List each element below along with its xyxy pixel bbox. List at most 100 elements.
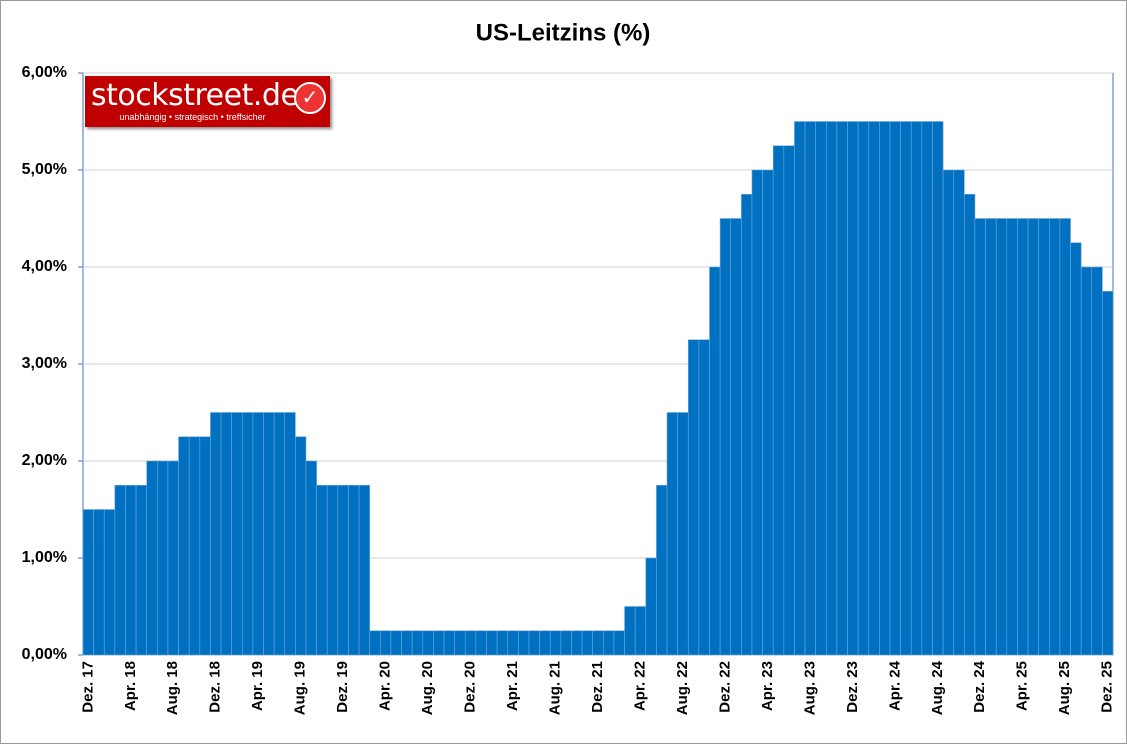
bar — [273, 412, 286, 656]
bar — [528, 630, 540, 656]
bar — [93, 509, 105, 656]
bar — [263, 412, 275, 656]
bar — [932, 121, 944, 656]
bar — [847, 121, 859, 656]
bar — [114, 484, 126, 656]
bar — [910, 121, 923, 656]
bar — [581, 630, 593, 656]
bar — [401, 630, 413, 656]
logo-check: ✓ — [294, 82, 326, 114]
x-tick-label: Dez. 25 — [1099, 661, 1116, 713]
bar — [443, 630, 455, 656]
bar — [953, 169, 965, 656]
x-tick-label: Aug. 21 — [546, 661, 563, 715]
bar — [560, 630, 572, 656]
x-tick-label: Apr. 21 — [504, 661, 521, 711]
bar — [220, 412, 232, 656]
bar — [454, 630, 466, 656]
bar — [433, 630, 445, 656]
bar — [1080, 266, 1093, 656]
bar — [645, 557, 657, 656]
bar — [815, 121, 827, 656]
logo: stockstreet.de ✓ unabhängig • strategisc… — [85, 76, 330, 127]
bar — [857, 121, 870, 656]
bar — [507, 630, 519, 656]
bar — [974, 218, 986, 656]
bar — [656, 484, 668, 656]
bar — [1048, 218, 1061, 656]
bar — [337, 484, 349, 656]
bar — [210, 412, 222, 656]
bar — [985, 218, 997, 656]
y-tick-label: 2,00% — [22, 452, 67, 469]
bar — [741, 193, 753, 656]
y-tick-label: 0,00% — [22, 646, 67, 663]
x-tick-label: Dez. 18 — [207, 661, 224, 713]
y-tick-label: 6,00% — [22, 64, 67, 81]
x-tick-label: Dez. 24 — [971, 660, 988, 712]
logo-name: stockstreet.de — [91, 78, 299, 113]
bar — [794, 121, 806, 656]
x-tick-label: Apr. 20 — [377, 661, 394, 711]
bar — [709, 266, 721, 656]
y-tick-label: 5,00% — [22, 161, 67, 178]
bar — [496, 630, 509, 656]
bar — [1017, 218, 1029, 656]
bar — [188, 436, 201, 656]
x-tick-label: Apr. 24 — [886, 660, 903, 711]
x-tick-label: Aug. 24 — [929, 660, 946, 715]
bar — [135, 484, 148, 656]
bar — [751, 169, 763, 656]
bar — [295, 436, 307, 656]
bar — [719, 218, 732, 656]
x-tick-label: Dez. 17 — [79, 661, 96, 713]
x-tick-label: Dez. 23 — [844, 661, 861, 713]
bar — [146, 460, 158, 656]
bar — [762, 169, 774, 656]
bar — [836, 121, 848, 656]
bar — [995, 218, 1008, 656]
bar — [964, 193, 976, 656]
bar — [1070, 242, 1082, 656]
bar — [783, 145, 795, 656]
bar — [1091, 266, 1103, 656]
x-tick-label: Dez. 20 — [462, 661, 479, 713]
bar — [464, 630, 477, 656]
bar — [825, 121, 838, 656]
bar — [369, 630, 381, 656]
x-tick-label: Aug. 23 — [801, 661, 818, 715]
bar — [125, 484, 137, 656]
y-tick-label: 4,00% — [22, 258, 67, 275]
bar — [1038, 218, 1050, 656]
bar — [316, 484, 328, 656]
bar — [390, 630, 402, 656]
x-tick-label: Apr. 19 — [249, 661, 266, 711]
x-tick-label: Aug. 25 — [1056, 661, 1073, 715]
bar — [772, 145, 785, 656]
bar — [677, 412, 689, 656]
x-tick-label: Dez. 21 — [589, 661, 606, 713]
x-tick-label: Aug. 20 — [419, 661, 436, 715]
bar — [539, 630, 551, 656]
bar — [348, 484, 360, 656]
x-tick-label: Dez. 22 — [716, 661, 733, 713]
bar — [167, 460, 179, 656]
bar — [103, 509, 116, 656]
bar — [178, 436, 190, 656]
bar — [518, 630, 530, 656]
x-tick-label: Aug. 22 — [674, 661, 691, 715]
bar — [1027, 218, 1039, 656]
bar — [1059, 218, 1071, 656]
x-tick-label: Apr. 25 — [1014, 661, 1031, 711]
bar — [921, 121, 933, 656]
bar — [157, 460, 169, 656]
x-tick-label: Apr. 18 — [122, 661, 139, 711]
bar — [549, 630, 562, 656]
bar — [571, 630, 583, 656]
x-tick-label: Aug. 19 — [292, 661, 309, 715]
y-tick-label: 3,00% — [22, 355, 67, 372]
bar — [199, 436, 211, 656]
bar — [889, 121, 901, 656]
bar — [358, 484, 371, 656]
